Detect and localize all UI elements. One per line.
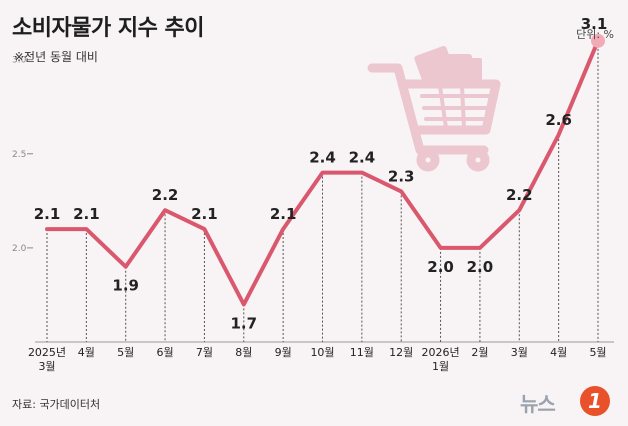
y-tick-label: 2.5 bbox=[12, 150, 26, 160]
data-label: 2.2 bbox=[506, 186, 533, 204]
x-tick-line: 2월 bbox=[471, 346, 488, 359]
y-axis: 2.0 2.5 3.0 bbox=[12, 56, 33, 254]
y-tick-label: 2.0 bbox=[12, 244, 27, 254]
data-label: 1.9 bbox=[112, 277, 139, 295]
data-label: 2.1 bbox=[34, 205, 61, 223]
data-label: 1.7 bbox=[230, 314, 257, 332]
x-tick-label: 3월 bbox=[511, 346, 528, 359]
unit-label: 단위: % bbox=[576, 28, 614, 41]
x-tick-line: 4월 bbox=[78, 346, 95, 359]
data-label: 2.1 bbox=[270, 205, 297, 223]
x-tick-line: 3월 bbox=[38, 360, 55, 373]
data-label: 2.1 bbox=[73, 205, 100, 223]
x-tick-label: 12월 bbox=[389, 346, 413, 359]
data-label: 2.1 bbox=[191, 205, 218, 223]
source-label: 자료: 국가데이터처 bbox=[12, 398, 101, 411]
markers bbox=[591, 33, 605, 48]
data-label: 2.4 bbox=[349, 149, 376, 167]
x-tick-label: 6월 bbox=[157, 346, 174, 359]
data-label: 2.0 bbox=[427, 258, 454, 276]
x-tick-label: 10월 bbox=[310, 346, 334, 359]
x-tick-line: 5월 bbox=[117, 346, 134, 359]
y-tick-label: 3.0 bbox=[12, 56, 27, 66]
x-tick-label: 8월 bbox=[235, 346, 252, 359]
x-tick-label: 4월 bbox=[550, 346, 567, 359]
x-tick-label: 4월 bbox=[78, 346, 95, 359]
x-tick-line: 12월 bbox=[389, 346, 413, 359]
x-tick-label: 9월 bbox=[275, 346, 292, 359]
page-title: 소비자물가 지수 추이 bbox=[12, 16, 204, 41]
x-tick-line: 4월 bbox=[550, 346, 567, 359]
data-label: 2.2 bbox=[152, 186, 179, 204]
x-tick-line: 6월 bbox=[157, 346, 174, 359]
x-tick-line: 11월 bbox=[350, 346, 374, 359]
brand-badge-icon bbox=[580, 386, 610, 416]
x-tick-label: 5월 bbox=[117, 346, 134, 359]
x-tick-line: 1월 bbox=[432, 360, 449, 373]
series-line bbox=[45, 38, 600, 307]
x-tick-line: 2026년 bbox=[422, 346, 460, 359]
drop-lines bbox=[46, 40, 599, 342]
data-label: 2.4 bbox=[309, 149, 336, 167]
x-tick-label: 2월 bbox=[471, 346, 488, 359]
x-tick-line: 3월 bbox=[511, 346, 528, 359]
data-labels: 2.1 2.1 1.9 2.2 2.1 1.7 2.1 2.4 2.4 2.3 2.0 2.0 2.2 2… bbox=[34, 15, 608, 333]
x-tick-line: 8월 bbox=[235, 346, 252, 359]
brand-number: 1 bbox=[588, 389, 602, 413]
x-tick-label: 5월 bbox=[589, 346, 606, 359]
x-tick-label: 7월 bbox=[196, 346, 213, 359]
page-subtitle: ※전년 동월 대비 bbox=[14, 50, 98, 64]
brand-logo: 뉴스 1 bbox=[520, 386, 620, 418]
data-label: 3.1 bbox=[581, 15, 608, 33]
x-tick-line: 9월 bbox=[275, 346, 292, 359]
x-tick-line: 7월 bbox=[196, 346, 213, 359]
cart-goods-icon bbox=[414, 45, 482, 87]
data-label: 2.6 bbox=[545, 111, 572, 129]
data-point-highlight bbox=[591, 33, 605, 48]
data-label: 2.3 bbox=[388, 167, 415, 185]
x-tick-line: 5월 bbox=[589, 346, 606, 359]
data-label: 2.0 bbox=[467, 258, 494, 276]
brand-text: 뉴스 bbox=[520, 392, 556, 416]
x-tick-label: 11월 bbox=[350, 346, 374, 359]
x-tick-line: 2025년 bbox=[28, 346, 66, 359]
x-tick-line: 10월 bbox=[310, 346, 334, 359]
